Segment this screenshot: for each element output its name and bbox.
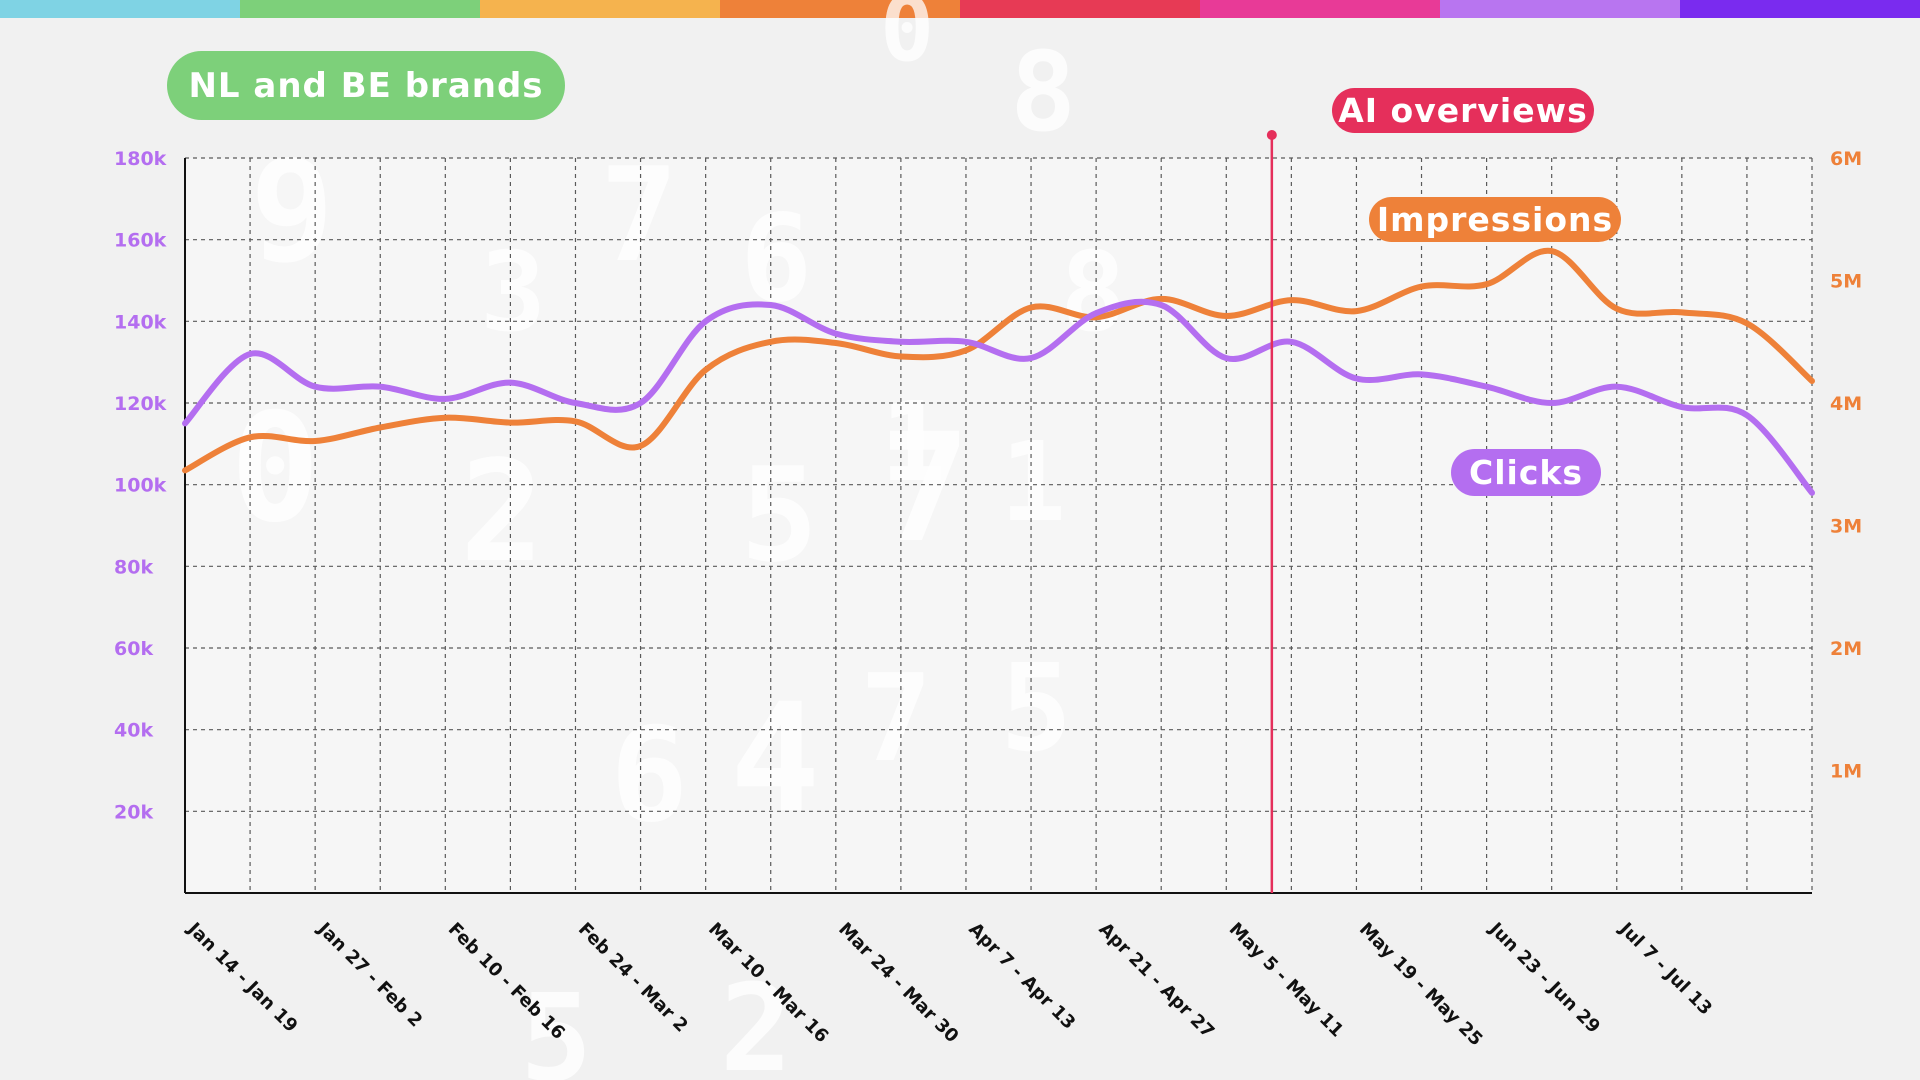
topbar-segment <box>960 0 1200 18</box>
background-digit: 7 <box>860 650 932 789</box>
chart-title: NL and BE brands <box>167 51 565 120</box>
x-tick-label: Apr 21 - Apr 27 <box>1095 919 1219 1043</box>
x-tick-label: May 5 - May 11 <box>1225 919 1348 1042</box>
y-left-tick-label: 160k <box>114 230 167 252</box>
y-left-tick-label: 20k <box>114 801 153 823</box>
ai-overviews-dot <box>1266 130 1277 140</box>
y-right-tick-label: 3M <box>1830 516 1862 538</box>
x-tick-label: Mar 24 - Mar 30 <box>834 919 962 1047</box>
topbar-segment <box>1440 0 1680 18</box>
topbar-segment <box>1200 0 1440 18</box>
topbar-segment <box>720 0 960 18</box>
y-left-tick-label: 60k <box>114 638 153 660</box>
y-right-tick-label: 6M <box>1830 148 1862 170</box>
x-tick-label: Jun 23 - Jun 29 <box>1484 917 1604 1037</box>
background-digit: 8 <box>1060 228 1126 356</box>
ai-overviews-marker <box>1266 130 1277 893</box>
chart-grid <box>185 157 1813 893</box>
topbar-segment <box>480 0 720 18</box>
clicks-series-line <box>182 298 1815 496</box>
x-axis-ticks: Jan 14 - Jan 19 Jan 27 - Feb 2 Feb 10 - Fe… <box>182 917 1716 1050</box>
y-right-tick-label: 2M <box>1830 638 1862 660</box>
right-axis-ticks: 1M 2M 3M 4M 5M 6M <box>1830 148 1862 783</box>
topbar-segment <box>0 0 240 18</box>
x-tick-label: Jan 27 - Feb 2 <box>312 917 426 1031</box>
chart-series <box>182 247 1815 496</box>
background-digit: 1 <box>1000 418 1066 546</box>
background-digit: 6 <box>610 699 688 851</box>
background-digit: 5 <box>520 970 592 1080</box>
x-tick-label: Jul 7 - Jul 13 <box>1614 917 1716 1019</box>
background-digit: 4 <box>730 672 820 846</box>
x-tick-label: Feb 24 - Mar 2 <box>574 919 692 1037</box>
y-right-tick-label: 5M <box>1830 271 1862 293</box>
background-digit: 0 <box>230 382 320 556</box>
y-left-tick-label: 180k <box>114 148 167 170</box>
background-digit: 3 <box>480 228 546 356</box>
background-digit: 5 <box>1000 640 1072 779</box>
top-color-bar <box>0 0 1920 18</box>
background-digit: 2 <box>720 960 792 1080</box>
x-tick-label: Mar 10 - Mar 16 <box>704 919 832 1047</box>
x-tick-label: May 19 - May 25 <box>1355 919 1487 1051</box>
plot-area <box>185 158 1812 893</box>
x-tick-label: Apr 7 - Apr 13 <box>964 919 1079 1034</box>
impressions-series-label: Impressions <box>1369 197 1621 242</box>
clicks-series-label: Clicks <box>1451 449 1601 496</box>
y-left-tick-label: 100k <box>114 475 167 497</box>
chart-axes <box>184 158 1812 894</box>
topbar-segment <box>1680 0 1920 18</box>
topbar-segment <box>240 0 480 18</box>
background-digit: 7 <box>600 139 678 291</box>
y-left-tick-label: 40k <box>114 720 153 742</box>
y-right-tick-label: 1M <box>1830 761 1862 783</box>
y-left-tick-label: 140k <box>114 311 167 333</box>
y-left-tick-label: 120k <box>114 393 167 415</box>
x-tick-label: Feb 10 - Feb 16 <box>444 919 569 1044</box>
x-tick-label: Jan 14 - Jan 19 <box>182 917 301 1036</box>
impressions-series-line <box>182 247 1815 474</box>
y-left-tick-label: 80k <box>114 556 153 578</box>
background-digit: 8 <box>1010 28 1076 156</box>
background-digit: 0 <box>880 0 934 82</box>
y-right-tick-label: 4M <box>1830 393 1862 415</box>
background-digit: 5 <box>740 439 818 591</box>
ai-overviews-label: AI overviews <box>1332 88 1594 133</box>
left-axis-ticks: 20k 40k 60k 80k 100k 120k 140k 160k 180k <box>114 148 167 823</box>
background-digit: 7 <box>880 402 970 576</box>
